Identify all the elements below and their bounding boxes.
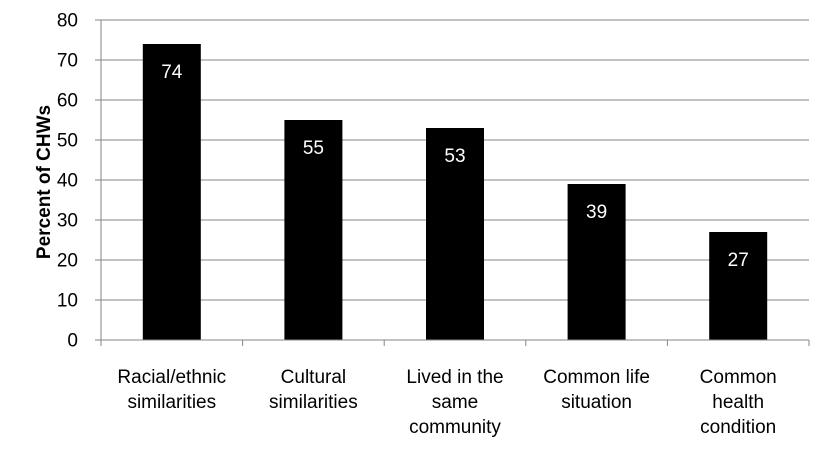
bar-2 <box>426 128 484 340</box>
y-axis-tick-labels: 0 10 20 30 40 50 60 70 80 <box>57 11 78 352</box>
category-label-0-line-1: similarities <box>127 392 216 413</box>
axes <box>95 19 810 346</box>
bar-1 <box>284 120 343 340</box>
category-label-0-line-0: Racial/ethnic <box>117 367 226 388</box>
y-tick-label-80: 80 <box>57 11 78 32</box>
y-tick-label-30: 30 <box>57 211 78 232</box>
y-axis-title: Percent of CHWs <box>34 105 55 259</box>
data-label-4: 27 <box>728 250 749 271</box>
x-axis-category-labels: Racial/ethnic similarities Cultural similar… <box>117 367 776 438</box>
y-tick-label-40: 40 <box>57 171 78 192</box>
data-label-1: 55 <box>303 138 324 159</box>
y-tick-label-10: 10 <box>57 291 78 312</box>
category-label-2-line-1: same <box>432 392 478 413</box>
data-label-3: 39 <box>586 202 607 223</box>
y-tick-label-70: 70 <box>57 51 78 72</box>
bar-0 <box>142 44 201 340</box>
data-label-0: 74 <box>161 62 183 83</box>
category-label-1-line-1: similarities <box>269 392 358 413</box>
data-labels: 74 55 53 39 27 <box>161 62 749 271</box>
category-label-3-line-0: Common life <box>543 367 650 388</box>
data-label-2: 53 <box>444 146 465 167</box>
category-label-4-line-1: health <box>712 392 764 413</box>
bar-3 <box>567 184 626 340</box>
category-label-3-line-1: situation <box>561 392 632 413</box>
category-label-1-line-0: Cultural <box>281 367 346 388</box>
category-label-2-line-2: community <box>409 417 501 438</box>
y-tick-label-20: 20 <box>57 251 78 272</box>
y-tick-label-50: 50 <box>57 131 78 152</box>
y-tick-label-60: 60 <box>57 91 78 112</box>
category-label-2-line-0: Lived in the <box>406 367 503 388</box>
category-label-4-line-2: condition <box>700 417 776 438</box>
category-label-4-line-0: Common <box>700 367 777 388</box>
bar-4 <box>709 232 768 340</box>
y-tick-label-0: 0 <box>67 331 78 352</box>
bars <box>142 44 768 340</box>
